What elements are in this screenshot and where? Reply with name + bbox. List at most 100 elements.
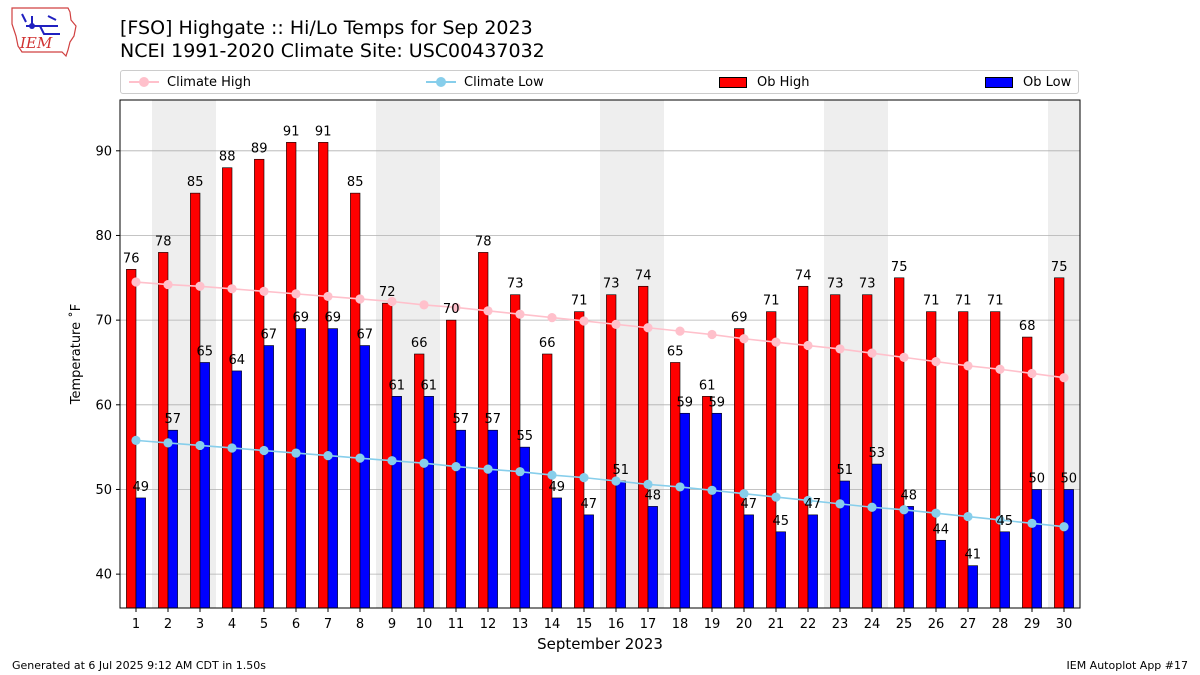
climate-high-point (131, 277, 141, 287)
ob-high-bar (318, 142, 329, 609)
climate-low-point (355, 453, 365, 463)
ob-low-bar (391, 396, 402, 609)
ob-high-value-label: 75 (891, 260, 908, 275)
ob-low-value-label: 59 (709, 395, 726, 410)
ob-high-value-label: 74 (795, 268, 812, 283)
climate-low-point (291, 448, 301, 458)
climate-high-point (259, 286, 269, 296)
ob-low-bar (935, 539, 946, 609)
ob-high-value-label: 71 (763, 294, 780, 309)
climate-high-point (803, 340, 813, 351)
climate-high-point (1059, 373, 1069, 383)
climate-high-point (867, 348, 877, 358)
climate-high-point (163, 279, 173, 290)
ob-low-bar (359, 345, 370, 609)
climate-low-point (451, 462, 461, 472)
climate-low-point (515, 467, 525, 477)
ob-high-value-label: 85 (187, 175, 204, 190)
ob-high-value-label: 72 (379, 285, 396, 300)
climate-low-point (419, 458, 429, 468)
x-tick-label: 22 (800, 617, 817, 632)
chart-legend: Climate High Climate Low Ob High Ob Low (120, 70, 1079, 94)
ob-high-value-label: 61 (699, 378, 716, 393)
ob-high-bar (158, 252, 169, 609)
ob-low-value-label: 64 (229, 353, 246, 368)
x-tick-label: 2 (164, 617, 172, 632)
ob-low-value-label: 51 (613, 463, 630, 478)
y-axis-label: Temperature ˚F (68, 304, 84, 405)
logo-text: IEM (19, 34, 53, 52)
legend-label-ob-low: Ob Low (1023, 74, 1072, 90)
climate-high-line-icon (129, 77, 159, 87)
ob-low-bar (487, 429, 498, 609)
ob-low-value-label: 67 (261, 328, 278, 343)
ob-high-bar (1054, 277, 1065, 609)
x-tick-label: 11 (448, 617, 465, 632)
x-tick-label: 6 (292, 617, 300, 632)
climate-high-line (135, 281, 1065, 379)
ob-high-value-label: 73 (859, 277, 876, 292)
x-tick-label: 10 (416, 617, 433, 632)
climate-low-point (867, 502, 877, 512)
ob-low-value-label: 69 (325, 311, 342, 326)
climate-high-point (611, 319, 621, 329)
ob-low-value-label: 57 (453, 412, 470, 427)
climate-high-point (195, 281, 205, 291)
x-tick-label: 28 (992, 617, 1009, 632)
legend-label-ob-high: Ob High (757, 74, 810, 90)
climate-high-point (355, 294, 365, 304)
ob-high-bar (190, 192, 201, 609)
legend-item-climate-high: Climate High (129, 71, 251, 93)
ob-high-bar (382, 302, 393, 609)
ob-low-value-label: 57 (165, 412, 182, 427)
station-dot-icon (29, 23, 35, 29)
chart-subtitle: NCEI 1991-2020 Climate Site: USC00437032 (120, 40, 545, 62)
climate-high-point (963, 361, 973, 371)
ob-low-value-label: 69 (293, 311, 310, 326)
ob-low-value-label: 50 (1061, 471, 1078, 486)
ob-low-value-label: 55 (517, 429, 534, 444)
x-tick-label: 3 (196, 617, 204, 632)
y-tick-label: 90 (95, 144, 112, 159)
x-tick-label: 12 (480, 617, 497, 632)
x-tick-label: 1 (132, 617, 140, 632)
ob-low-value-label: 48 (901, 488, 918, 503)
x-axis-label: September 2023 (537, 635, 663, 653)
ob-high-value-label: 78 (475, 234, 492, 249)
climate-low-point (739, 489, 749, 499)
ob-high-value-label: 89 (251, 141, 268, 156)
ob-low-bar (583, 514, 594, 609)
climate-low-point (995, 515, 1005, 525)
x-tick-label: 4 (228, 617, 236, 632)
climate-high-point (675, 326, 685, 336)
ob-low-value-label: 47 (805, 497, 822, 512)
climate-low-point (899, 505, 909, 515)
y-tick-label: 70 (95, 314, 112, 329)
climate-low-point (675, 482, 685, 492)
ob-low-bar (711, 412, 722, 609)
ob-high-value-label: 71 (987, 294, 1004, 309)
ob-low-value-label: 47 (741, 497, 758, 512)
ob-high-value-label: 78 (155, 234, 172, 249)
climate-high-point (899, 352, 909, 362)
climate-low-line-icon (426, 77, 456, 87)
x-tick-label: 8 (356, 617, 364, 632)
ob-low-bar (231, 370, 242, 609)
x-tick-label: 25 (896, 617, 913, 632)
legend-label-climate-low: Climate Low (464, 74, 544, 90)
x-tick-label: 9 (388, 617, 396, 632)
ob-low-bar (615, 480, 626, 609)
ob-low-value-label: 48 (645, 488, 662, 503)
x-tick-label: 14 (544, 617, 561, 632)
climate-high-point (227, 284, 237, 294)
iowa-outline-shape (11, 7, 77, 58)
climate-high-point (547, 312, 557, 323)
climate-high-point (483, 306, 493, 316)
x-tick-label: 19 (704, 617, 721, 632)
footer-app: IEM Autoplot App #17 (1066, 659, 1189, 672)
chart-title: [FSO] Highgate :: Hi/Lo Temps for Sep 20… (120, 17, 533, 39)
climate-low-point (547, 470, 557, 480)
ob-high-value-label: 73 (827, 277, 844, 292)
climate-low-point (803, 495, 813, 506)
